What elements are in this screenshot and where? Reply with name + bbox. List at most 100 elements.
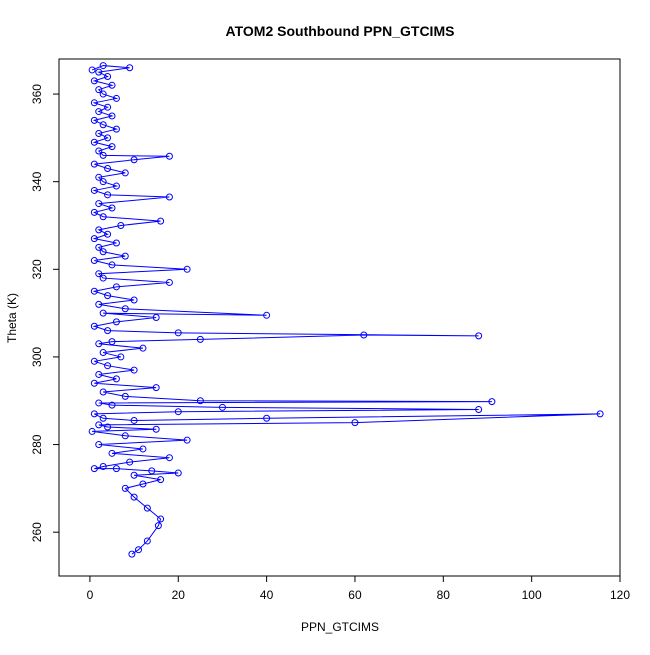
- data-point: [104, 165, 112, 173]
- x-tick-label: 60: [348, 588, 362, 602]
- data-point: [112, 182, 120, 190]
- y-axis: 260 280 300 320 340 360: [30, 84, 59, 542]
- data-point: [99, 274, 107, 282]
- x-tick-label: 40: [260, 588, 274, 602]
- data-point: [90, 138, 98, 146]
- data-point: [360, 331, 368, 339]
- data-point: [121, 169, 129, 177]
- x-tick-label: 20: [172, 588, 186, 602]
- data-point: [95, 129, 103, 137]
- data-point: [90, 287, 98, 295]
- data-point: [95, 399, 103, 407]
- data-point: [174, 469, 182, 477]
- data-point: [121, 305, 129, 313]
- data-point: [99, 388, 107, 396]
- data-point: [95, 340, 103, 348]
- data-point: [183, 265, 191, 273]
- data-point: [90, 257, 98, 265]
- data-point: [126, 458, 134, 466]
- data-point: [135, 546, 143, 554]
- data-point: [263, 311, 271, 319]
- data-point: [165, 278, 173, 286]
- data-point: [95, 370, 103, 378]
- data-point: [183, 436, 191, 444]
- y-tick-label: 300: [30, 347, 44, 367]
- data-point: [90, 208, 98, 216]
- x-tick-label: 120: [610, 588, 630, 602]
- data-point: [596, 410, 604, 418]
- data-point: [108, 204, 116, 212]
- x-axis: 0 20 40 60 80 100 120: [87, 576, 630, 602]
- data-point: [152, 314, 160, 321]
- data-point: [108, 338, 116, 346]
- y-tick-label: 360: [30, 84, 44, 104]
- data-point: [90, 235, 98, 243]
- data-point: [143, 504, 151, 512]
- data-point: [130, 296, 138, 304]
- data-point: [128, 550, 136, 558]
- data-point: [104, 292, 112, 300]
- data-point: [99, 248, 107, 256]
- data-point: [121, 392, 129, 400]
- data-point: [108, 401, 116, 409]
- data-point: [90, 77, 98, 85]
- y-tick-label: 280: [30, 434, 44, 454]
- data-point: [108, 143, 116, 151]
- x-tick-label: 0: [87, 588, 94, 602]
- data-point: [95, 421, 103, 429]
- data-point: [99, 62, 107, 70]
- data-point: [196, 335, 204, 343]
- series-line: [91, 65, 601, 555]
- y-tick-label: 260: [30, 522, 44, 542]
- data-point: [104, 423, 112, 431]
- data-point: [112, 239, 120, 247]
- data-point: [351, 419, 359, 427]
- data-point: [112, 283, 120, 291]
- data-point: [157, 515, 165, 523]
- data-point: [121, 432, 129, 440]
- data-point: [165, 152, 173, 160]
- data-point: [90, 186, 98, 194]
- data-point: [90, 99, 98, 107]
- data-point: [130, 416, 138, 424]
- plot-frame: [58, 58, 621, 577]
- data-point: [112, 318, 120, 326]
- y-axis-label: Theta (K): [5, 293, 19, 343]
- data-point: [108, 449, 116, 457]
- data-point: [104, 327, 112, 335]
- data-point: [104, 191, 112, 199]
- data-point: [157, 476, 165, 484]
- data-point: [90, 322, 98, 330]
- data-layer: [88, 62, 604, 558]
- data-point: [104, 362, 112, 370]
- data-point: [95, 300, 103, 308]
- data-point: [108, 112, 116, 120]
- data-point: [90, 465, 98, 473]
- data-point: [99, 90, 107, 98]
- data-point: [90, 160, 98, 168]
- data-point: [218, 403, 226, 411]
- data-point: [90, 410, 98, 418]
- data-point: [99, 309, 107, 317]
- data-point: [90, 357, 98, 365]
- data-point: [99, 462, 107, 470]
- data-point: [95, 226, 103, 234]
- x-tick-label: 80: [437, 588, 451, 602]
- data-point: [104, 103, 112, 111]
- data-point: [121, 252, 129, 260]
- x-tick-label: 100: [522, 588, 542, 602]
- data-point: [139, 445, 147, 453]
- data-point: [95, 441, 103, 449]
- data-point: [154, 522, 162, 530]
- data-point: [112, 94, 120, 102]
- data-point: [104, 230, 112, 238]
- data-point: [95, 147, 103, 155]
- x-axis-label: PPN_GTCIMS: [301, 620, 379, 634]
- data-point: [475, 332, 483, 340]
- data-point: [488, 398, 496, 406]
- data-point: [108, 81, 116, 89]
- data-point: [139, 480, 147, 488]
